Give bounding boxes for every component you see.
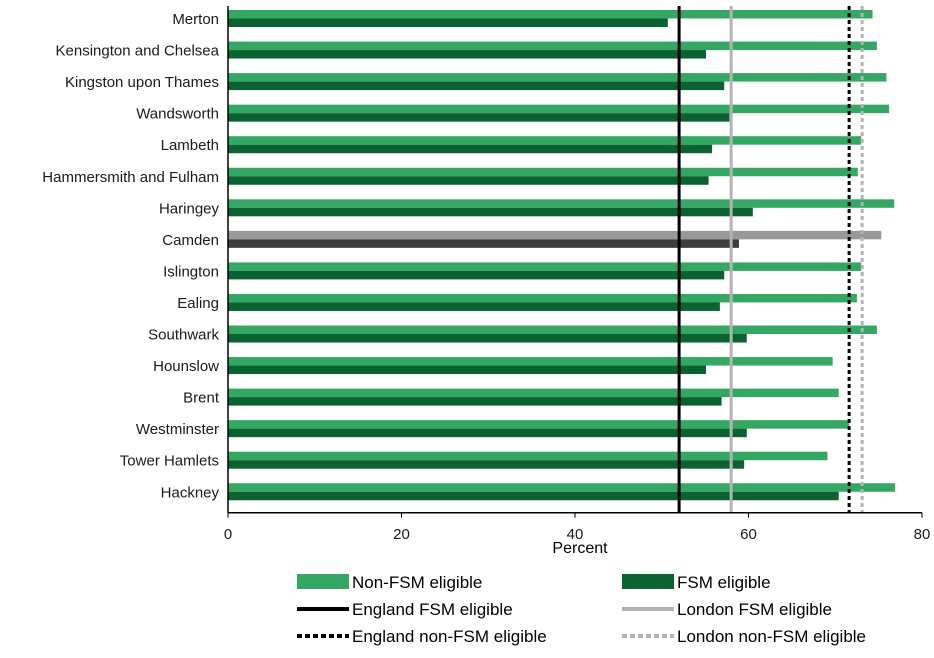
bar-non-fsm-4 xyxy=(228,136,862,145)
bar-fsm-5 xyxy=(228,176,709,185)
bar-non-fsm-9 xyxy=(228,293,857,303)
bar-non-fsm-7 xyxy=(228,230,882,240)
category-label-4: Lambeth xyxy=(161,137,219,154)
bars-layer xyxy=(228,10,896,501)
category-label-6: Haringey xyxy=(159,200,220,217)
category-label-15: Hackney xyxy=(161,484,220,501)
bar-fsm-13 xyxy=(228,428,747,438)
category-label-11: Hounslow xyxy=(153,358,219,375)
category-label-12: Brent xyxy=(183,390,220,407)
bar-fsm-7 xyxy=(228,239,739,248)
bar-non-fsm-14 xyxy=(228,451,828,461)
bar-non-fsm-10 xyxy=(228,325,877,334)
x-tick-label-3: 60 xyxy=(740,526,757,543)
category-label-9: Ealing xyxy=(177,295,219,312)
bar-non-fsm-3 xyxy=(228,104,890,114)
bar-fsm-9 xyxy=(228,302,720,311)
bar-non-fsm-1 xyxy=(228,41,877,51)
axes-layer: 0 20 40 60 80 xyxy=(224,6,931,543)
bar-non-fsm-12 xyxy=(228,388,839,398)
legend-label-0: Non-FSM eligible xyxy=(352,573,482,592)
legend: Non-FSM eligible FSM eligible England FSM … xyxy=(297,573,866,646)
legend-label-2: England FSM eligible xyxy=(352,600,513,619)
bar-fsm-12 xyxy=(228,397,722,406)
category-label-0: Merton xyxy=(172,11,219,28)
category-label-13: Westminster xyxy=(136,421,219,438)
category-label-10: Southwark xyxy=(148,327,219,344)
category-label-1: Kensington and Chelsea xyxy=(56,43,220,60)
bar-non-fsm-6 xyxy=(228,199,895,208)
legend-label-5: London non-FSM eligible xyxy=(677,627,866,646)
bar-non-fsm-2 xyxy=(228,73,887,82)
category-label-7: Camden xyxy=(162,232,219,249)
legend-swatch-0 xyxy=(297,574,349,589)
bar-fsm-0 xyxy=(228,18,668,27)
labels-layer: Merton Kensington and Chelsea Kingston upo… xyxy=(42,11,220,501)
x-tick-label-1: 20 xyxy=(393,526,410,543)
bar-fsm-11 xyxy=(228,365,706,375)
x-axis-title: Percent xyxy=(552,540,608,557)
bar-fsm-6 xyxy=(228,207,753,217)
category-label-5: Hammersmith and Fulham xyxy=(42,169,219,186)
legend-label-3: London FSM eligible xyxy=(677,600,832,619)
bar-fsm-8 xyxy=(228,270,725,280)
x-tick-label-4: 80 xyxy=(914,526,931,543)
bar-fsm-3 xyxy=(228,113,730,122)
category-label-3: Wandsworth xyxy=(136,106,219,123)
bar-fsm-1 xyxy=(228,50,706,59)
x-tick-label-0: 0 xyxy=(224,526,232,543)
category-label-2: Kingston upon Thames xyxy=(65,74,219,91)
category-label-14: Tower Hamlets xyxy=(120,453,219,470)
bar-non-fsm-5 xyxy=(228,167,858,177)
legend-label-4: England non-FSM eligible xyxy=(352,627,547,646)
legend-label-1: FSM eligible xyxy=(677,573,771,592)
bar-non-fsm-0 xyxy=(228,10,873,19)
bar-fsm-15 xyxy=(228,491,839,501)
bar-non-fsm-13 xyxy=(228,420,850,429)
bar-non-fsm-15 xyxy=(228,483,896,492)
legend-swatch-1 xyxy=(622,574,674,589)
bar-non-fsm-11 xyxy=(228,357,833,366)
bar-fsm-10 xyxy=(228,334,747,343)
bar-fsm-2 xyxy=(228,81,725,91)
reference-lines-layer xyxy=(677,6,864,513)
bar-fsm-4 xyxy=(228,144,713,154)
x-tick-label-2: 40 xyxy=(567,526,584,543)
category-label-8: Islington xyxy=(163,263,219,280)
bar-non-fsm-8 xyxy=(228,262,862,271)
bar-fsm-14 xyxy=(228,460,745,469)
